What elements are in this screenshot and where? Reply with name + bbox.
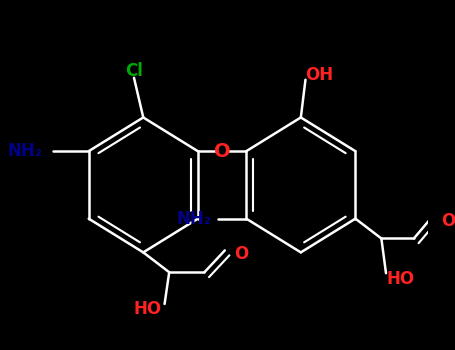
Text: O: O	[214, 142, 230, 161]
Text: Cl: Cl	[125, 62, 143, 80]
Text: O: O	[442, 212, 455, 230]
Text: OH: OH	[305, 66, 334, 84]
Text: NH₂: NH₂	[7, 142, 42, 160]
Text: O: O	[234, 245, 248, 264]
Text: NH₂: NH₂	[176, 210, 211, 228]
Text: HO: HO	[134, 300, 162, 318]
Text: HO: HO	[386, 270, 414, 288]
